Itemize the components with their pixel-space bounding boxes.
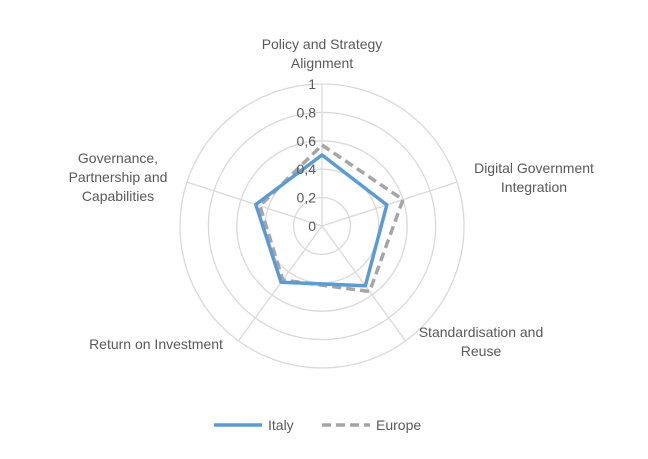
series-italy-line [254,153,389,288]
tick-label: 0,4 [297,161,317,177]
axis-label: Partnership and [69,169,168,185]
tick-label: 0 [308,218,316,234]
tick-label-layer: 0 0,2 0,4 0,6 0,8 1 [297,76,317,234]
tick-label: 0,6 [297,133,317,149]
legend: Italy Europe [214,417,421,433]
axis-label-layer: Policy and Strategy Alignment Digital Gove… [69,36,594,359]
axis-label: Policy and Strategy [262,36,383,52]
legend-label: Italy [268,417,294,433]
axis-label: Governance, [78,150,158,166]
axis-label: Reuse [461,343,502,359]
axis-label: Return on Investment [89,336,223,352]
axis-spoke [321,225,406,342]
axis-label: Integration [501,179,567,195]
legend-label: Europe [376,417,421,433]
series-layer [254,143,405,294]
tick-label: 0,8 [297,104,317,120]
legend-item-europe: Europe [322,417,421,433]
axis-label: Standardisation and [419,324,544,340]
axis-label: Alignment [291,55,353,71]
tick-label: 0,2 [297,190,317,206]
legend-item-italy: Italy [214,417,294,433]
axis-spoke [321,181,458,227]
axis-label: Digital Government [474,160,594,176]
axis-label: Capabilities [82,188,154,204]
spoke-layer [186,84,458,342]
tick-label: 1 [308,76,316,92]
